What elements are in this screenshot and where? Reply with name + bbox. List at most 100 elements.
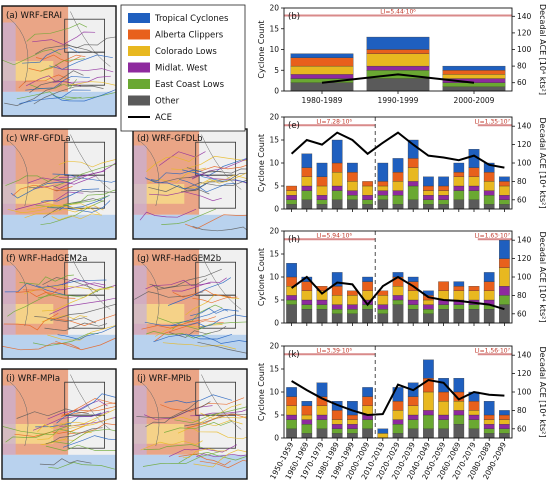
y2-axis-title: Decadal ACE [10⁴ kts²] xyxy=(538,4,547,95)
bar-segment-alberta-clippers xyxy=(483,414,495,420)
bar-segment-other xyxy=(290,82,354,92)
bar-segment-midlat-west xyxy=(366,65,430,71)
bar-segment-other xyxy=(362,204,373,210)
bar-segment-midlat-west xyxy=(483,424,495,429)
cyclone-track xyxy=(47,400,108,420)
bar-segment-tropical-cyclones xyxy=(442,65,506,71)
bar-segment-midlat-west xyxy=(290,74,354,79)
y-tick-label: 0 xyxy=(274,87,279,96)
bar-segment-tropical-cyclones xyxy=(453,378,465,393)
cyclone-track xyxy=(199,459,247,469)
bar-segment-alberta-clippers xyxy=(347,172,358,182)
li-label-left: LI=3.39·10⁶ xyxy=(316,347,352,354)
bar-segment-midlat-west xyxy=(347,424,358,429)
cyclone-track xyxy=(153,333,233,343)
cyclone-track xyxy=(54,189,116,193)
y-tick-label: 10 xyxy=(269,159,279,168)
bar-segment-tropical-cyclones xyxy=(423,176,434,187)
bar-segment-tropical-cyclones xyxy=(286,387,297,397)
bar-segment-alberta-clippers xyxy=(407,396,419,406)
cyclone-track xyxy=(42,277,99,293)
li-label: LI=5.44·10⁶ xyxy=(380,8,416,15)
coastline xyxy=(7,134,111,207)
bar-segment-midlat-west xyxy=(392,190,404,196)
bar-segment-midlat-west xyxy=(483,190,495,196)
bar-segment-colorado-lows xyxy=(468,290,480,301)
cyclone-track xyxy=(185,179,247,189)
cyclone-track xyxy=(35,54,81,63)
bar-segment-colorado-lows xyxy=(331,295,343,305)
bar-segment-colorado-lows xyxy=(316,185,328,196)
cyclone-track xyxy=(145,400,200,428)
map-region-ocean xyxy=(133,334,247,359)
y2-tick-label: 140 xyxy=(517,351,532,360)
bar-segment-other xyxy=(468,428,480,439)
y2-axis-title: Decadal ACE [10⁴ kts²] xyxy=(538,118,547,209)
cyclone-track xyxy=(2,49,62,66)
cyclone-track xyxy=(41,188,100,202)
y-tick-label: 10 xyxy=(269,273,279,282)
cyclone-track xyxy=(49,297,116,315)
cyclone-track xyxy=(7,205,61,213)
bar-segment-tropical-cyclones xyxy=(331,139,343,164)
bar-segment-alberta-clippers xyxy=(438,281,449,291)
bar-segment-alberta-clippers xyxy=(286,185,297,191)
bar-segment-tropical-cyclones xyxy=(499,240,510,259)
bar-segment-colorado-lows xyxy=(301,414,313,420)
bar-segment-alberta-clippers xyxy=(301,405,313,416)
cyclone-track xyxy=(26,23,88,42)
bar-segment-other xyxy=(423,428,434,439)
bar-segment-other xyxy=(377,313,389,324)
bar-segment-colorado-lows xyxy=(423,391,434,411)
cyclone-track xyxy=(52,173,116,183)
bar-segment-other xyxy=(468,199,480,210)
y-tick-label: 20 xyxy=(269,342,279,351)
bar-segment-colorado-lows xyxy=(438,190,449,196)
bar-segment-other xyxy=(407,199,419,210)
bar-segment-other xyxy=(347,313,358,324)
y-tick-label: 15 xyxy=(269,365,279,374)
bar-segment-east-coast-lows xyxy=(316,304,328,310)
bar-segment-other xyxy=(301,433,313,439)
cyclone-track xyxy=(62,435,116,448)
cyclone-track xyxy=(139,208,197,221)
bar-segment-midlat-west xyxy=(499,286,510,296)
bar-segment-colorado-lows xyxy=(442,74,506,79)
bar-segment-other xyxy=(316,428,328,439)
bar-segment-other xyxy=(286,304,297,324)
cyclone-track xyxy=(5,424,72,443)
y-tick-label: 20 xyxy=(269,4,279,13)
bar-segment-east-coast-lows xyxy=(392,195,404,205)
bar-segment-tropical-cyclones xyxy=(331,272,343,287)
bar-segment-tropical-cyclones xyxy=(377,162,389,182)
cyclone-track xyxy=(61,278,116,289)
cyclone-track xyxy=(154,324,223,337)
y2-tick-label: 60 xyxy=(517,195,527,204)
cyclone-track xyxy=(185,293,240,316)
map-panel: (c) WRF-GFDLa xyxy=(1,128,117,240)
x-tick-label: 1990-1999 xyxy=(378,96,419,105)
legend-label: ACE xyxy=(155,113,172,123)
map-label: (d) WRF-GFDLb xyxy=(137,134,202,144)
cyclone-track xyxy=(50,314,116,326)
bar-segment-midlat-west xyxy=(316,299,328,305)
bar-segment-other xyxy=(362,309,373,324)
cyclone-track xyxy=(50,303,116,322)
bar-segment-midlat-west xyxy=(377,304,389,310)
cyclone-track xyxy=(39,458,92,466)
cyclone-track xyxy=(3,312,59,331)
map-label: (j) WRF-MPIb xyxy=(137,374,191,384)
cyclone-track xyxy=(57,325,116,340)
cyclone-track xyxy=(183,174,247,189)
bar-segment-other xyxy=(407,309,419,324)
bar-segment-east-coast-lows xyxy=(499,199,510,205)
bar-segment-midlat-west xyxy=(423,410,434,416)
bar-segment-other xyxy=(453,199,465,210)
bar-segment-east-coast-lows xyxy=(423,309,434,314)
y-tick-label: 5 xyxy=(274,182,279,191)
legend-swatch xyxy=(128,79,150,89)
bar-segment-tropical-cyclones xyxy=(453,162,465,173)
cyclone-track xyxy=(169,325,227,338)
bar-segment-colorado-lows xyxy=(286,190,297,196)
